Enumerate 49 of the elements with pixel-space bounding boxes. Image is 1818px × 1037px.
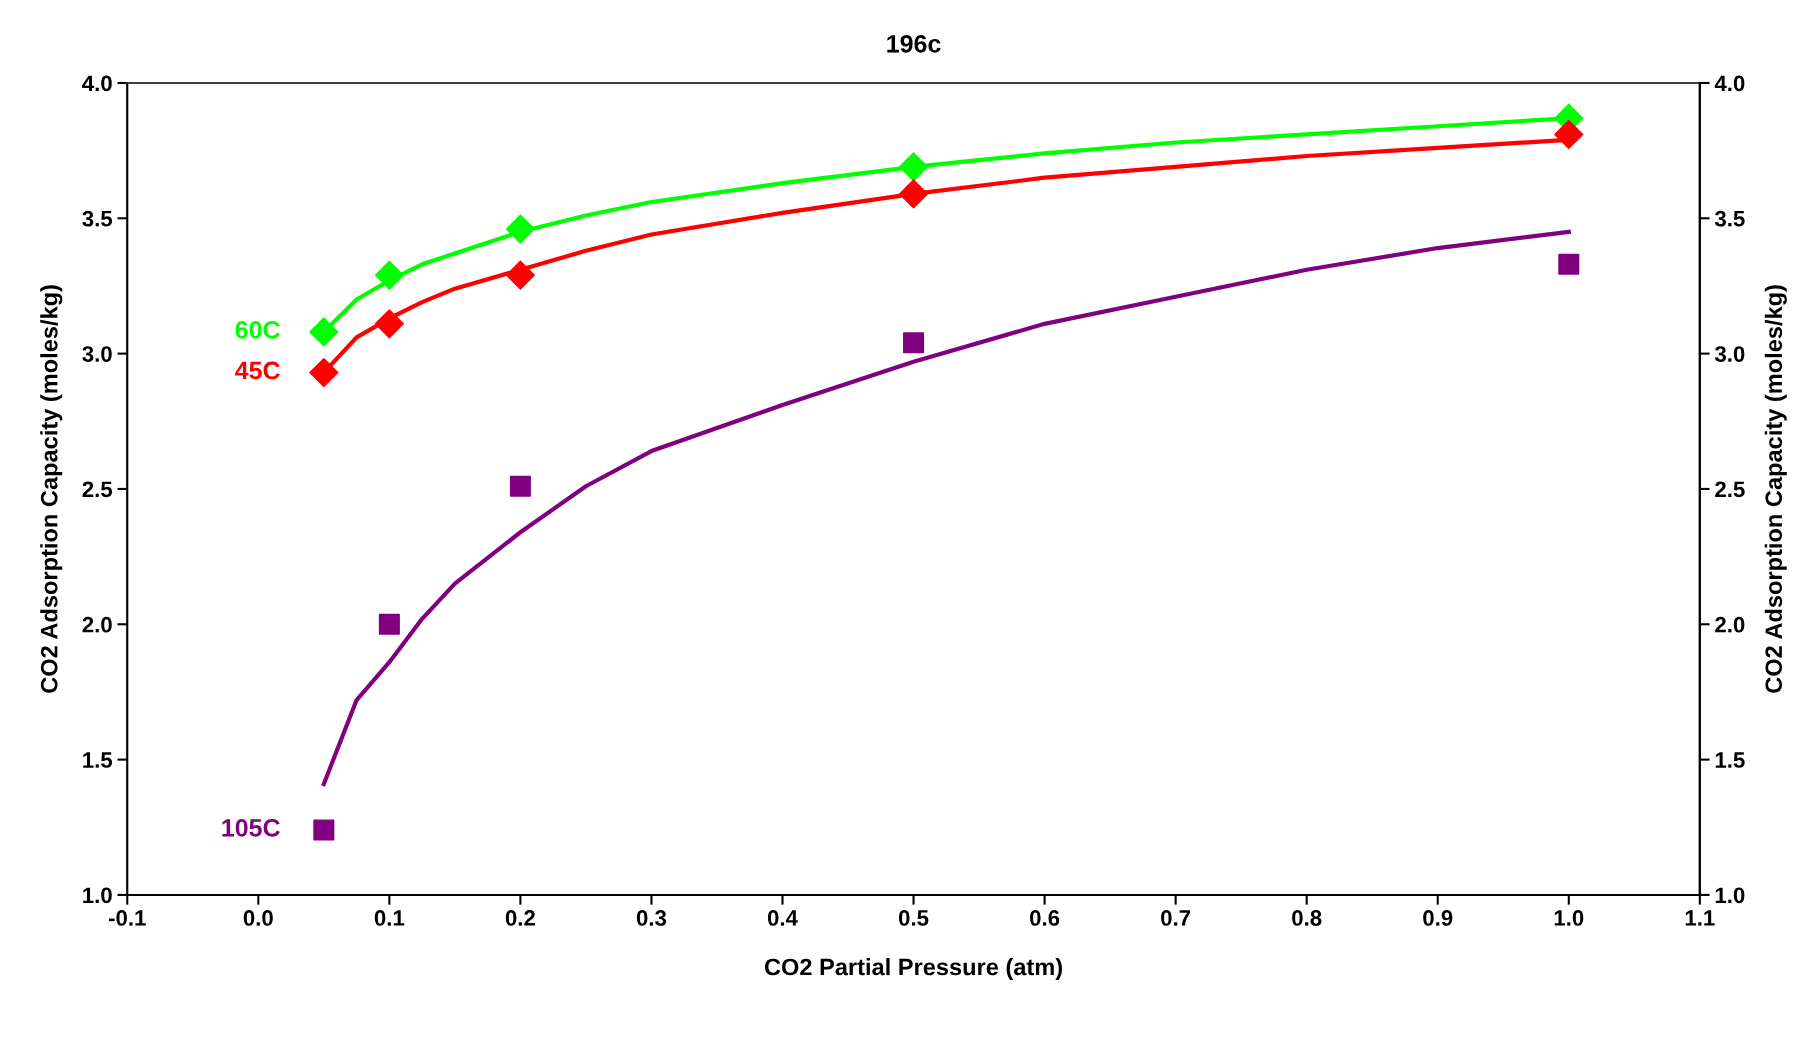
x-tick-label: 0.2 [505,910,535,926]
y2-tick-label: 3.5 [1714,210,1745,227]
x-tick-label: 1.0 [1554,910,1584,926]
x-tick-label: -0.1 [108,910,146,926]
point [903,332,925,354]
y-tick-label: 3.0 [82,346,112,362]
point [1554,119,1584,149]
point [374,260,404,290]
y2-tick-label: 2.5 [1715,481,1745,498]
x-tick-label: 0.9 [1423,910,1453,926]
series-label: 45C [235,361,280,380]
point [898,179,929,209]
y2-tick-label: 1.0 [1715,887,1745,904]
x-axis-title: CO2 Partial Pressure (atm) [764,958,1062,981]
series-label: 105C [222,818,280,837]
point [309,357,339,388]
point [378,613,400,635]
y2-axis-title: CO2 Adsorption Capacity (moles/kg) [1764,285,1787,693]
x-tick-label: 0.7 [1161,910,1191,926]
x-tick-label: 0.0 [243,910,273,926]
y-tick-label: 4.0 [82,75,112,92]
point [309,317,339,347]
series-label: 60C [235,320,280,339]
point [374,309,404,339]
y-axis-title: CO2 Adsorption Capacity (moles/kg) [40,285,63,693]
x-tick-label: 0.5 [898,910,929,926]
y-tick-label: 3.5 [82,210,113,227]
point [509,475,531,497]
y-tick-label: 2.5 [82,481,113,498]
y2-tick-label: 2.0 [1715,616,1745,633]
x-tick-label: 0.3 [636,910,667,926]
x-tick-label: 0.4 [767,910,798,926]
y-tick-label: 1.5 [83,752,113,768]
y2-tick-label: 3.0 [1714,346,1745,362]
y-tick-label: 2.0 [82,616,112,633]
x-tick-label: 0.6 [1030,910,1060,926]
point [313,819,335,841]
y2-tick-label: 4.0 [1714,75,1745,92]
line-series [321,229,1571,787]
point [898,152,929,182]
x-tick-label: 1.1 [1685,910,1715,926]
x-tick-label: 0.1 [374,910,405,926]
y-tick-label: 1.0 [83,887,112,904]
point [1558,253,1580,275]
x-tick-label: 0.8 [1292,910,1322,926]
y2-tick-label: 1.5 [1715,752,1745,768]
chart-title: 196c [887,34,941,53]
point [505,260,535,290]
point [505,214,535,244]
